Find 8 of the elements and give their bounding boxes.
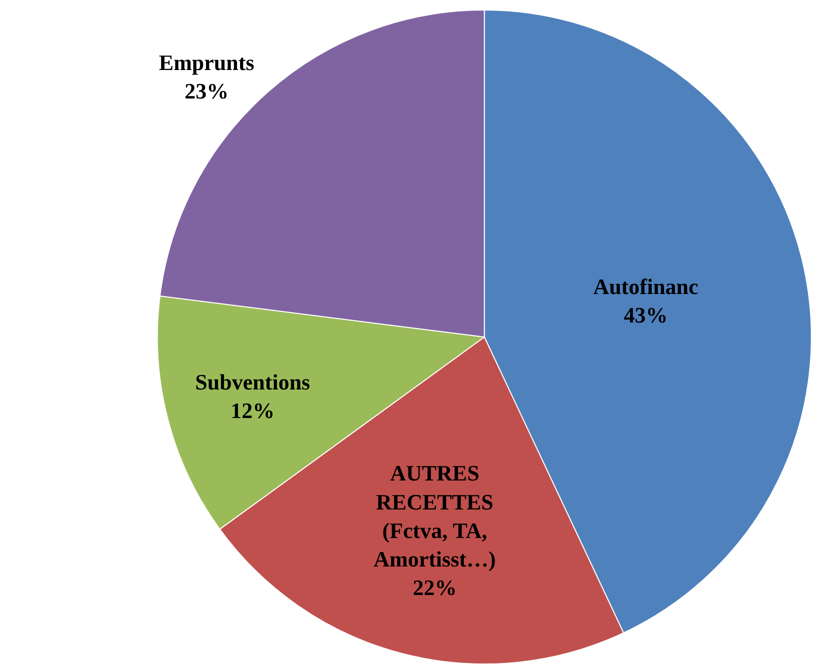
slice-label: Subventions bbox=[195, 370, 311, 395]
data-label: 23% bbox=[184, 78, 229, 104]
slice-label: AUTRES RECETTES (Fctva, TA, Amortisst…) bbox=[374, 460, 496, 572]
slice-label: Emprunts bbox=[158, 50, 255, 75]
data-label: 22% bbox=[412, 575, 457, 600]
slice-label: Autofinanc bbox=[593, 274, 699, 300]
data-label: 12% bbox=[230, 398, 275, 424]
data-label: 43% bbox=[624, 302, 668, 328]
